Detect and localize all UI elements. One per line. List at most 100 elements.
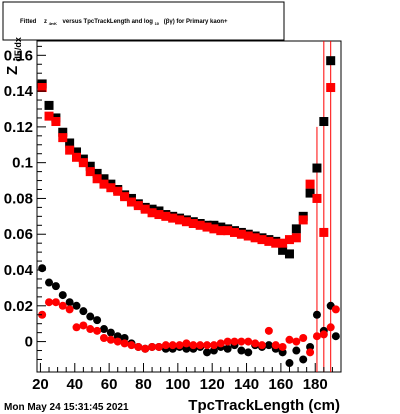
series-3-point-3 — [58, 301, 67, 310]
series-1-point-41 — [319, 227, 329, 237]
series-0-point-37 — [291, 224, 301, 234]
series-3-point-33 — [264, 326, 273, 335]
series-3-point-21 — [182, 339, 191, 348]
series-1-point-22 — [188, 218, 198, 228]
series-1-point-3 — [58, 133, 68, 143]
series-1-point-9 — [99, 179, 109, 189]
series-3-point-7 — [86, 325, 95, 334]
series-0-point-41 — [319, 117, 329, 127]
series-2-point-27 — [223, 344, 232, 353]
timestamp: Mon May 24 15:31:45 2021 — [4, 402, 129, 413]
series-1-point-11 — [113, 186, 123, 196]
series-3-point-20 — [175, 341, 184, 350]
series-1-point-34 — [271, 238, 281, 248]
series-2-point-3 — [58, 291, 67, 300]
title-z: z — [44, 19, 47, 25]
series-1-point-2 — [51, 117, 61, 127]
series-3-point-15 — [141, 344, 150, 353]
series-3-point-25 — [209, 341, 218, 350]
title-fitted: Fitted — [20, 19, 37, 25]
series-1-point-35 — [278, 238, 288, 248]
series-1-point-29 — [236, 229, 246, 239]
x-tick-label-5: 120 — [200, 376, 225, 393]
series-1-point-5 — [72, 152, 82, 162]
series-3-point-36 — [285, 335, 294, 344]
y-tick-label-4: 0.08 — [4, 190, 33, 207]
series-2-point-36 — [285, 359, 294, 368]
x-tick-label-3: 80 — [135, 376, 152, 393]
series-1-point-17 — [154, 210, 164, 220]
series-2-point-33 — [264, 341, 273, 350]
series-3-point-34 — [271, 341, 280, 350]
series-0-point-9 — [99, 174, 109, 184]
series-2-point-0 — [38, 264, 47, 273]
title-z-subscript: 4πK — [49, 21, 57, 26]
plot-frame — [36, 40, 342, 373]
series-1-point-23 — [195, 220, 205, 230]
series-3-point-40 — [312, 332, 321, 341]
series-2-point-4 — [65, 298, 74, 307]
series-1-point-10 — [106, 183, 116, 193]
series-2-point-10 — [106, 328, 115, 337]
tick-layer — [37, 45, 333, 372]
series-3-point-2 — [51, 298, 60, 307]
title-versus: versus TpcTrackLength and log — [63, 19, 154, 25]
series-1-point-32 — [257, 235, 267, 245]
series-1-point-26 — [216, 226, 226, 236]
series-3-point-30 — [244, 337, 253, 346]
series-3-point-26 — [216, 339, 225, 348]
x-tick-label-6: 140 — [234, 376, 259, 393]
series-3-point-42 — [326, 323, 335, 332]
title-log-subscript: 10 — [155, 21, 160, 26]
series-2-point-9 — [99, 325, 108, 334]
series-0-point-1 — [44, 100, 54, 110]
series-3-point-39 — [306, 348, 315, 357]
series-3-point-1 — [45, 298, 54, 307]
y-tick-label-5: 0.1 — [12, 155, 33, 172]
svg-text:Fitted z 4πK: Fitted z 4πK versus TpcTrackLength and l… — [20, 19, 228, 27]
series-1-point-24 — [202, 222, 212, 232]
series-1-point-28 — [230, 227, 240, 237]
x-tick-label-8: 180 — [303, 376, 328, 393]
series-1-point-14 — [133, 201, 143, 211]
series-1-point-25 — [209, 224, 219, 234]
series-3-point-17 — [154, 342, 163, 351]
x-tick-label-2: 60 — [101, 376, 118, 393]
series-1-point-21 — [181, 217, 191, 227]
series-3-point-4 — [65, 305, 74, 314]
series-2-point-2 — [51, 282, 60, 291]
series-2-point-24 — [203, 348, 212, 357]
series-2-point-29 — [237, 346, 246, 355]
series-0-point-7 — [85, 161, 95, 171]
y-tick-label-6: 0.12 — [4, 119, 33, 136]
series-3-point-37 — [292, 337, 301, 346]
series-3-point-5 — [72, 323, 81, 332]
marker-layer — [37, 56, 340, 368]
series-1-point-6 — [78, 158, 88, 168]
series-2-point-43 — [331, 332, 340, 341]
series-1-point-4 — [65, 145, 75, 155]
series-3-point-0 — [38, 310, 47, 319]
series-3-point-24 — [203, 341, 212, 350]
y-axis-title-subscript: dE/dx — [13, 37, 23, 62]
series-2-point-37 — [292, 346, 301, 355]
series-1-point-0 — [37, 83, 47, 93]
series-1-point-27 — [223, 226, 233, 236]
series-1-point-31 — [250, 233, 260, 243]
x-tick-label-7: 160 — [268, 376, 293, 393]
series-2-point-5 — [72, 301, 81, 310]
series-3-point-27 — [223, 337, 232, 346]
series-3-point-14 — [134, 342, 143, 351]
y-tick-label-3: 0.06 — [4, 226, 33, 243]
series-1-point-42 — [326, 83, 336, 93]
series-0-point-5 — [72, 147, 82, 157]
chart-title: Fitted z 4πK versus TpcTrackLength and l… — [20, 19, 228, 27]
series-1-point-37 — [291, 233, 301, 243]
series-1-point-8 — [92, 174, 102, 184]
series-3-point-38 — [299, 334, 308, 343]
series-1-point-18 — [161, 211, 171, 221]
series-0-point-3 — [58, 127, 68, 137]
series-1-point-38 — [298, 215, 308, 225]
y-tick-label-1: 0.02 — [4, 298, 33, 315]
series-3-point-19 — [168, 341, 177, 350]
